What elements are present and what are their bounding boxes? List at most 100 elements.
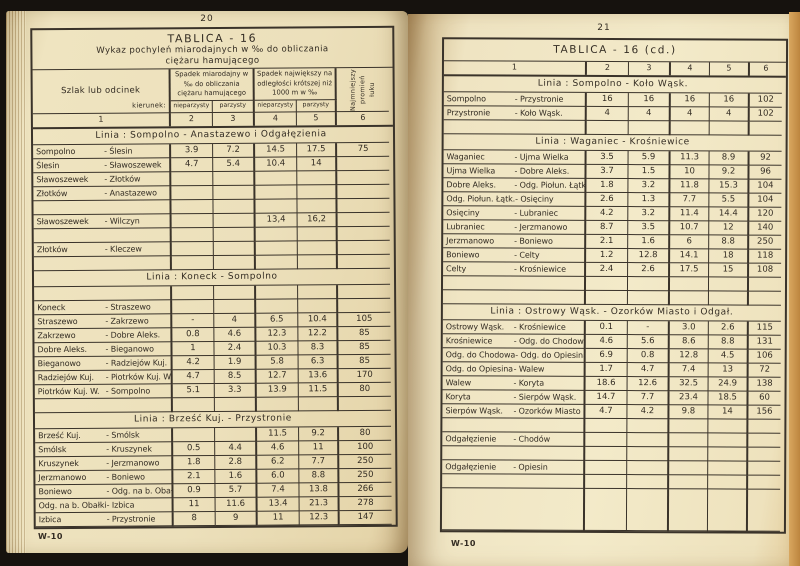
route-from bbox=[445, 446, 513, 459]
route-from: Bieganowo bbox=[37, 358, 81, 369]
page-number-left: 20 bbox=[200, 14, 214, 24]
route-to: - Kleczew bbox=[104, 244, 142, 254]
col-number: 3 bbox=[628, 62, 671, 76]
col-number: 4 bbox=[670, 62, 710, 76]
value-cell bbox=[585, 432, 628, 448]
value-cell: 5.6 bbox=[627, 335, 670, 350]
route-to: - Jerzmanowo bbox=[106, 458, 160, 468]
route-cell: Ślesin - Sławoszewek bbox=[33, 158, 172, 174]
value-cell: 5.9 bbox=[628, 151, 671, 166]
page-number-right: 21 bbox=[597, 23, 611, 33]
value-cell bbox=[171, 186, 214, 201]
value-cell: 131 bbox=[748, 335, 781, 350]
value-cell bbox=[297, 185, 338, 200]
route-from: Osięciny bbox=[446, 208, 480, 218]
value-cell: 80 bbox=[338, 382, 391, 398]
value-cell: 1.3 bbox=[628, 193, 671, 208]
value-cell: 8.9 bbox=[709, 151, 750, 166]
route-cell: Złotków - Kleczew bbox=[33, 242, 172, 258]
value-cell: 4.7 bbox=[585, 404, 628, 420]
section-title: Linia : Waganiec - Krośniewice bbox=[443, 134, 782, 152]
route-cell: Odg. do Opiesina - Walew bbox=[442, 362, 586, 377]
route-to: - Krośniewice bbox=[514, 264, 566, 274]
route-to: - Przystronie bbox=[514, 94, 564, 104]
value-cell bbox=[337, 226, 390, 242]
value-cell bbox=[298, 299, 339, 314]
value-cell: 8.8 bbox=[708, 335, 749, 350]
route-cell: Sompolno - Ślesin bbox=[33, 144, 172, 160]
value-cell: 2.1 bbox=[173, 469, 216, 485]
value-cell bbox=[709, 121, 750, 136]
col-number: 2 bbox=[170, 113, 213, 127]
route-to: - Kruszynek bbox=[106, 444, 152, 454]
value-cell bbox=[669, 447, 709, 462]
value-cell bbox=[708, 433, 749, 448]
header-group-min-radius: Najmniejszy promień łuku bbox=[336, 67, 389, 113]
route-cell: Waganiec - Ujma Wielka bbox=[443, 150, 587, 165]
value-cell bbox=[669, 461, 709, 476]
table-body-right: Linia : Sompolno - Koło Wąsk. Sompolno - P… bbox=[441, 76, 786, 532]
col-number: 1 bbox=[443, 61, 587, 75]
value-cell bbox=[255, 199, 298, 214]
route-from: Jerzmanowo bbox=[446, 236, 495, 246]
value-cell bbox=[669, 475, 709, 490]
value-cell: 4 bbox=[628, 107, 671, 122]
value-cell bbox=[748, 433, 781, 448]
value-cell bbox=[747, 489, 781, 532]
value-cell: 266 bbox=[339, 482, 392, 498]
route-cell bbox=[442, 276, 587, 291]
value-cell: - bbox=[627, 321, 670, 336]
value-cell: 1.6 bbox=[215, 469, 258, 484]
value-cell bbox=[708, 419, 749, 434]
route-from bbox=[446, 290, 514, 303]
value-cell bbox=[213, 227, 256, 243]
value-cell bbox=[171, 256, 214, 271]
value-cell: 18.5 bbox=[708, 391, 749, 406]
value-cell bbox=[172, 299, 215, 315]
value-cell bbox=[171, 242, 214, 257]
section-title: Linia : Ostrowy Wąsk. - Ozorków Miasto i… bbox=[442, 304, 781, 322]
header-route-cell: Szlak lub odcinek kierunek: bbox=[32, 69, 171, 115]
value-cell: 23.4 bbox=[669, 391, 709, 406]
value-cell: 7.7 bbox=[299, 455, 340, 470]
value-cell: 8.6 bbox=[669, 335, 709, 350]
value-cell: 4.7 bbox=[172, 369, 215, 385]
route-cell: Ostrowy Wąsk. - Krośniewice bbox=[442, 320, 586, 335]
route-to: - Krośniewice bbox=[513, 322, 566, 332]
route-cell bbox=[442, 446, 586, 461]
table-right: TABLICA - 16 (cd.) 1 2 3 4 5 6 Linia : S… bbox=[439, 37, 789, 534]
route-from bbox=[37, 257, 105, 270]
value-cell: 0.8 bbox=[172, 327, 215, 343]
value-cell: 32.5 bbox=[669, 377, 709, 392]
value-cell bbox=[627, 291, 670, 306]
value-cell bbox=[255, 171, 298, 186]
route-to: - Osięciny bbox=[515, 194, 554, 204]
value-cell bbox=[668, 489, 709, 532]
value-cell: 16 bbox=[586, 92, 629, 108]
value-cell: 6 bbox=[670, 235, 710, 250]
section-title: Linia : Sompolno - Koło Wąsk. bbox=[443, 76, 782, 94]
value-cell bbox=[297, 171, 338, 186]
value-cell: 4.7 bbox=[171, 158, 214, 173]
value-cell: 250 bbox=[749, 235, 782, 250]
route-to: - Koryta bbox=[513, 378, 545, 388]
value-cell bbox=[213, 255, 256, 271]
value-cell: 105 bbox=[338, 312, 391, 328]
value-cell bbox=[669, 419, 709, 434]
value-cell bbox=[297, 199, 338, 214]
col-number: 1 bbox=[32, 113, 171, 128]
route-cell: Smólsk - Kruszynek bbox=[35, 442, 174, 458]
route-to: - Lubraniec bbox=[514, 208, 558, 218]
value-cell: 120 bbox=[749, 207, 782, 222]
value-cell bbox=[256, 397, 299, 412]
route-from: Koryta bbox=[445, 392, 471, 402]
value-cell: 5.8 bbox=[256, 355, 299, 370]
value-cell bbox=[338, 284, 391, 300]
route-to: - Piotrków Kuj. W. bbox=[105, 372, 173, 382]
route-cell bbox=[443, 120, 587, 135]
value-cell bbox=[172, 285, 215, 301]
header-sub-odd-1: nieparzysty bbox=[170, 101, 213, 114]
value-cell: 0.9 bbox=[173, 483, 216, 499]
value-cell: 72 bbox=[748, 363, 781, 378]
route-cell bbox=[33, 228, 172, 244]
